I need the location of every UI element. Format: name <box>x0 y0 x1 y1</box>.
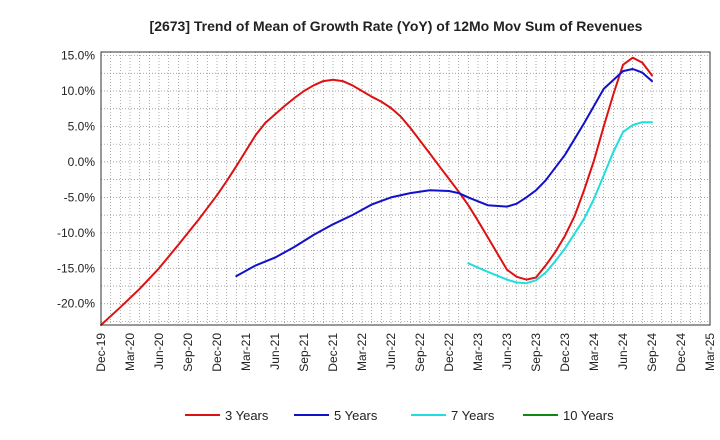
y-tick-label: -20.0% <box>57 297 95 311</box>
series-layer <box>100 56 653 326</box>
y-tick-label: 0.0% <box>68 155 96 169</box>
y-tick-label: -10.0% <box>57 226 95 240</box>
x-tick-label: Mar-20 <box>123 333 137 371</box>
x-tick-label: Dec-23 <box>558 333 572 372</box>
legend-label: 3 Years <box>225 408 269 423</box>
y-tick-label: 5.0% <box>68 119 96 133</box>
legend: 3 Years 5 Years 7 Years 10 Years <box>185 408 614 423</box>
x-tick-label: Sep-23 <box>529 333 543 372</box>
y-tick-label: -5.0% <box>64 190 96 204</box>
x-tick-label: Dec-19 <box>94 333 108 372</box>
legend-label: 10 Years <box>563 408 614 423</box>
x-tick-label: Jun-20 <box>152 333 166 370</box>
plot-frame <box>100 51 711 326</box>
x-tick-label: Mar-25 <box>703 333 717 371</box>
series-line-7-years <box>467 121 653 285</box>
y-tick-label: 15.0% <box>61 49 95 63</box>
x-axis-ticks: Dec-19 Mar-20 Jun-20 Sep-20 Dec-20 Mar-21 Jun-… <box>94 333 717 372</box>
x-tick-label: Mar-24 <box>587 333 601 371</box>
series-line-3-years <box>100 56 653 326</box>
series-line-5-years <box>235 68 653 278</box>
x-tick-label: Mar-22 <box>355 333 369 371</box>
x-tick-label: Dec-22 <box>442 333 456 372</box>
y-axis-ticks: 15.0% 10.0% 5.0% 0.0% -5.0% -10.0% -15.0% -20.0… <box>57 49 95 311</box>
x-tick-label: Mar-21 <box>239 333 253 371</box>
legend-label: 5 Years <box>334 408 378 423</box>
x-tick-label: Sep-21 <box>297 333 311 372</box>
x-tick-label: Dec-21 <box>326 333 340 372</box>
x-tick-label: Jun-21 <box>268 333 282 370</box>
y-tick-label: 10.0% <box>61 84 95 98</box>
x-tick-label: Sep-24 <box>645 333 659 372</box>
y-tick-label: -15.0% <box>57 261 95 275</box>
x-tick-label: Jun-22 <box>384 333 398 370</box>
legend-label: 7 Years <box>451 408 495 423</box>
x-tick-label: Mar-23 <box>471 333 485 371</box>
chart-title: [2673] Trend of Mean of Growth Rate (YoY… <box>150 18 643 34</box>
x-tick-label: Jun-24 <box>616 333 630 370</box>
x-tick-label: Dec-20 <box>210 333 224 372</box>
grid-layer <box>101 52 710 325</box>
x-tick-label: Jun-23 <box>500 333 514 370</box>
x-tick-label: Sep-22 <box>413 333 427 372</box>
x-tick-label: Dec-24 <box>674 333 688 372</box>
x-tick-label: Sep-20 <box>181 333 195 372</box>
